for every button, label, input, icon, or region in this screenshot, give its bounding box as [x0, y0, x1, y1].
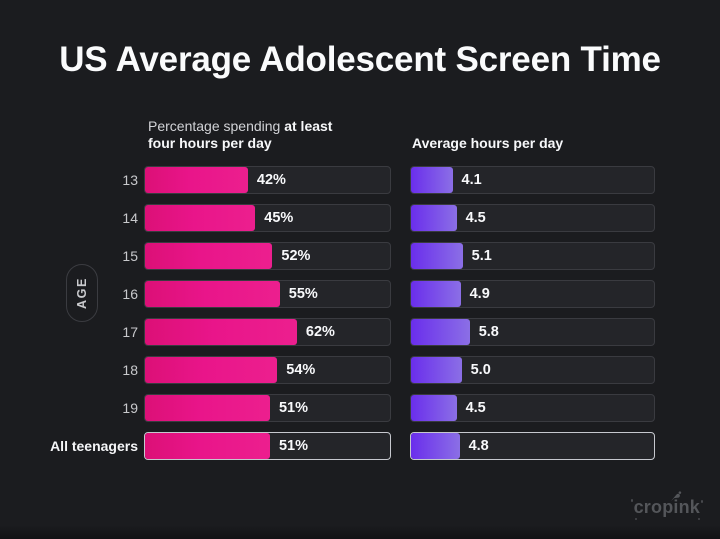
sparkle-icon [697, 517, 700, 520]
age-label: 14 [122, 210, 138, 226]
chart-row-14: 14 45% 4.5 [0, 204, 720, 232]
left-bar-track: 51% [144, 394, 391, 422]
right-bar-value: 4.1 [461, 172, 482, 188]
right-bar-fill [411, 357, 462, 383]
right-bar-value: 4.5 [465, 210, 486, 226]
right-bar-fill [411, 167, 453, 193]
left-bar-value: 42% [256, 172, 286, 188]
leaf-icon [670, 491, 681, 502]
page-title: US Average Adolescent Screen Time [59, 40, 661, 79]
right-bar-track: 5.0 [410, 356, 655, 384]
right-bar-track: 4.8 [410, 432, 655, 460]
left-bar-fill [145, 319, 297, 345]
right-bar-track: 5.8 [410, 318, 655, 346]
age-label: 15 [122, 248, 138, 264]
right-bar-value: 4.5 [465, 400, 486, 416]
left-bar-track: 54% [144, 356, 391, 384]
right-bar-fill [411, 281, 461, 307]
left-bar-fill [145, 205, 256, 231]
left-chart-subtitle-regular: Percentage spending [148, 118, 285, 134]
right-bar-track: 4.5 [410, 204, 655, 232]
chart-row-all-teenagers: All teenagers 51% 4.8 [0, 432, 720, 460]
left-chart-subtitle-bold: at least four hours per day [148, 118, 333, 151]
left-bar-fill [145, 167, 248, 193]
left-bar-fill [145, 281, 280, 307]
left-bar-value: 55% [288, 286, 318, 302]
left-bar-value: 62% [305, 324, 335, 340]
right-bar-track: 4.5 [410, 394, 655, 422]
left-bar-track: 62% [144, 318, 391, 346]
left-bar-value: 51% [278, 400, 308, 416]
brand-logo-text: cropink [633, 497, 700, 517]
left-bar-value: 54% [286, 362, 316, 378]
sparkle-icon [634, 517, 638, 520]
right-bar-fill [411, 395, 457, 421]
right-chart-subtitle: Average hours per day [412, 135, 564, 151]
left-bar-track: 52% [144, 242, 391, 270]
left-bar-track: 42% [144, 166, 391, 194]
brand-logo: cropink [630, 491, 703, 520]
left-chart-subtitle: Percentage spending at least four hours … [148, 118, 348, 151]
sparkle-icon [700, 500, 703, 503]
right-bar-value: 4.9 [469, 286, 490, 302]
left-bar-value: 52% [281, 248, 311, 264]
left-bar-value: 51% [278, 438, 308, 454]
chart-row-13: 13 42% 4.1 [0, 166, 720, 194]
right-bar-value: 5.1 [471, 248, 492, 264]
chart-row-15: 15 52% 5.1 [0, 242, 720, 270]
age-label: 19 [122, 400, 138, 416]
right-bar-track: 5.1 [410, 242, 655, 270]
right-bar-track: 4.9 [410, 280, 655, 308]
left-bar-track: 51% [144, 432, 391, 460]
right-bar-value: 4.8 [468, 438, 489, 454]
chart-rows: 13 42% 4.1 14 45% 4.5 15 52% 5.1 16 55% 4.9 17 62% 5.8… [0, 166, 720, 470]
left-bar-fill [145, 395, 270, 421]
right-bar-fill [411, 319, 470, 345]
bottom-vignette [0, 525, 720, 539]
left-bar-fill [145, 433, 270, 459]
left-bar-track: 45% [144, 204, 391, 232]
right-bar-value: 5.0 [470, 362, 491, 378]
age-label: 18 [122, 362, 138, 378]
age-label: 17 [122, 324, 138, 340]
right-bar-fill [411, 243, 463, 269]
right-bar-fill [411, 205, 457, 231]
right-bar-value: 5.8 [478, 324, 499, 340]
left-bar-fill [145, 243, 273, 269]
left-bar-fill [145, 357, 278, 383]
age-label: 13 [122, 172, 138, 188]
left-bar-value: 45% [264, 210, 294, 226]
age-label: All teenagers [50, 438, 138, 454]
left-bar-track: 55% [144, 280, 391, 308]
chart-row-19: 19 51% 4.5 [0, 394, 720, 422]
sparkle-icon [630, 499, 634, 502]
right-bar-fill [411, 433, 460, 459]
right-bar-track: 4.1 [410, 166, 655, 194]
chart-row-18: 18 54% 5.0 [0, 356, 720, 384]
chart-row-16: 16 55% 4.9 [0, 280, 720, 308]
y-axis-label-pill: AGE [66, 264, 98, 322]
age-label: 16 [122, 286, 138, 302]
chart-row-17: 17 62% 5.8 [0, 318, 720, 346]
